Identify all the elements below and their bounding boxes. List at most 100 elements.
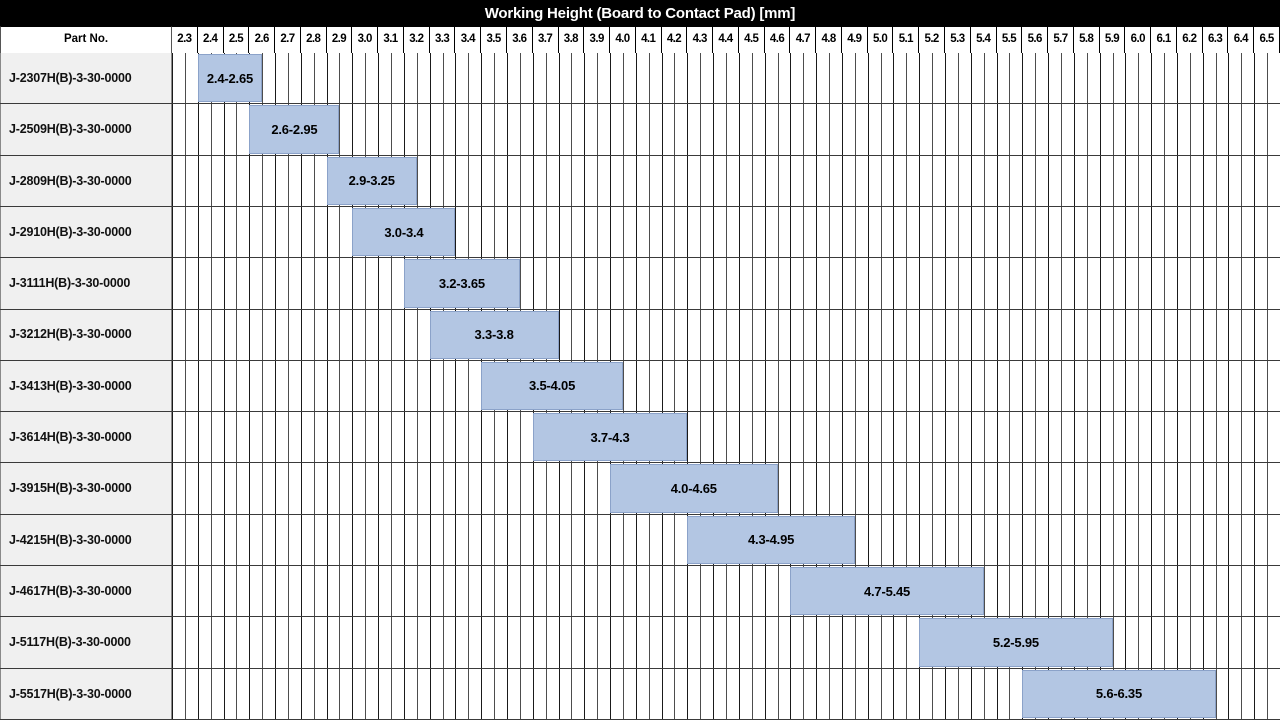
range-bar[interactable]: 3.0-3.4 [352,207,456,257]
gridline-major [971,104,972,155]
gridline-minor [700,206,701,258]
axis-tick-label: 6.0 [1130,33,1146,46]
axis-tick-2-8: 2.8 [300,26,327,53]
gridline-minor [262,514,263,566]
gridline-minor [1164,566,1165,617]
gridline-minor [1164,155,1165,206]
gridline-minor [468,104,469,155]
gridline-minor [520,617,521,668]
gridline-major [172,309,173,360]
range-bar[interactable]: 3.7-4.3 [532,413,688,462]
gridline-major [1254,206,1255,258]
gridline-minor [1267,104,1268,155]
gridline-major [662,53,663,104]
gridline-minor [443,155,444,206]
gridline-major [868,104,869,155]
gridline-minor [752,258,753,309]
range-bar[interactable]: 5.2-5.95 [919,618,1113,667]
gridline-minor [185,155,186,206]
gridline-minor [365,104,366,155]
gridline-minor [443,617,444,668]
gridline-major [224,360,225,412]
gridline-major [1074,463,1075,514]
range-bar[interactable]: 5.6-6.35 [1022,669,1216,718]
range-bar[interactable]: 4.7-5.45 [790,567,984,616]
gridline-minor [391,463,392,514]
range-bar[interactable]: 3.3-3.8 [429,310,559,359]
gridline-major [1151,463,1152,514]
gridline-minor [339,412,340,463]
gridline-major [507,104,508,155]
gridline-minor [236,412,237,463]
range-bar[interactable]: 4.3-4.95 [687,515,855,565]
gridline-major [584,514,585,566]
gridline-major [610,53,611,104]
gridline-minor [494,617,495,668]
gridline-minor [726,155,727,206]
chart-title-bar: Working Height (Board to Contact Pad) [m… [0,0,1280,26]
part-no-column-header-label: Part No. [63,33,109,46]
axis-tick-label: 4.0 [615,33,630,46]
gridline-major [584,463,585,514]
range-bar[interactable]: 3.5-4.05 [481,361,623,411]
gridline-minor [752,104,753,155]
gridline-minor [803,206,804,258]
gridline-minor [1164,617,1165,668]
gridline-major [765,668,766,719]
gridline-minor [1267,514,1268,566]
gridline-minor [546,155,547,206]
axis-tick-2-9: 2.9 [326,26,353,53]
gridline-major [945,360,946,412]
range-bar[interactable]: 2.9-3.25 [326,156,417,205]
gridline-major [481,566,482,617]
gridline-minor [571,155,572,206]
gridline-major [507,206,508,258]
gridline-major [533,258,534,309]
gridline-major [893,53,894,104]
range-bar-label: 2.9-3.25 [348,173,395,189]
gridline-major [893,412,894,463]
gridline-major [997,53,998,104]
axis-tick-label: 5.8 [1079,33,1094,46]
gridline-minor [1241,258,1242,309]
gridline-major [249,309,250,360]
gridline-minor [726,566,727,617]
gridline-major [378,463,379,514]
gridline-major [1151,155,1152,206]
gridline-minor [778,566,779,617]
gridline-minor [1216,53,1217,104]
gridline-major [1203,617,1204,668]
gridline-minor [1216,309,1217,360]
gridline-minor [262,617,263,668]
gridline-minor [906,104,907,155]
gridline-minor [443,412,444,463]
gridline-major [610,514,611,566]
axis-tick-label: 2.9 [331,33,347,46]
gridline-minor [674,104,675,155]
gridline-major [765,412,766,463]
part-no-cell: J-2809H(B)-3-30-0000 [0,155,172,206]
gridline-major [1100,514,1101,566]
gridline-major [301,309,302,360]
gridline-major [893,309,894,360]
gridline-minor [855,104,856,155]
gridline-minor [494,566,495,617]
range-bar[interactable]: 2.4-2.65 [197,54,263,103]
axis-tick-3-9: 3.9 [584,26,611,53]
gridline-minor [520,463,521,514]
gridline-major [584,258,585,309]
gridline-minor [1267,668,1268,719]
gridline-major [404,53,405,104]
range-bar[interactable]: 3.2-3.65 [403,259,520,308]
gridline-minor [211,206,212,258]
range-bar[interactable]: 4.0-4.65 [610,464,778,513]
gridline-major [1048,206,1049,258]
gridline-minor [391,412,392,463]
gridline-minor [571,104,572,155]
gridline-minor [855,668,856,719]
axis-tick-3-7: 3.7 [532,26,559,53]
gridline-major [816,463,817,514]
gridline-minor [236,668,237,719]
range-bar[interactable]: 2.6-2.95 [249,105,340,154]
axis-tick-label: 4.5 [744,33,759,46]
